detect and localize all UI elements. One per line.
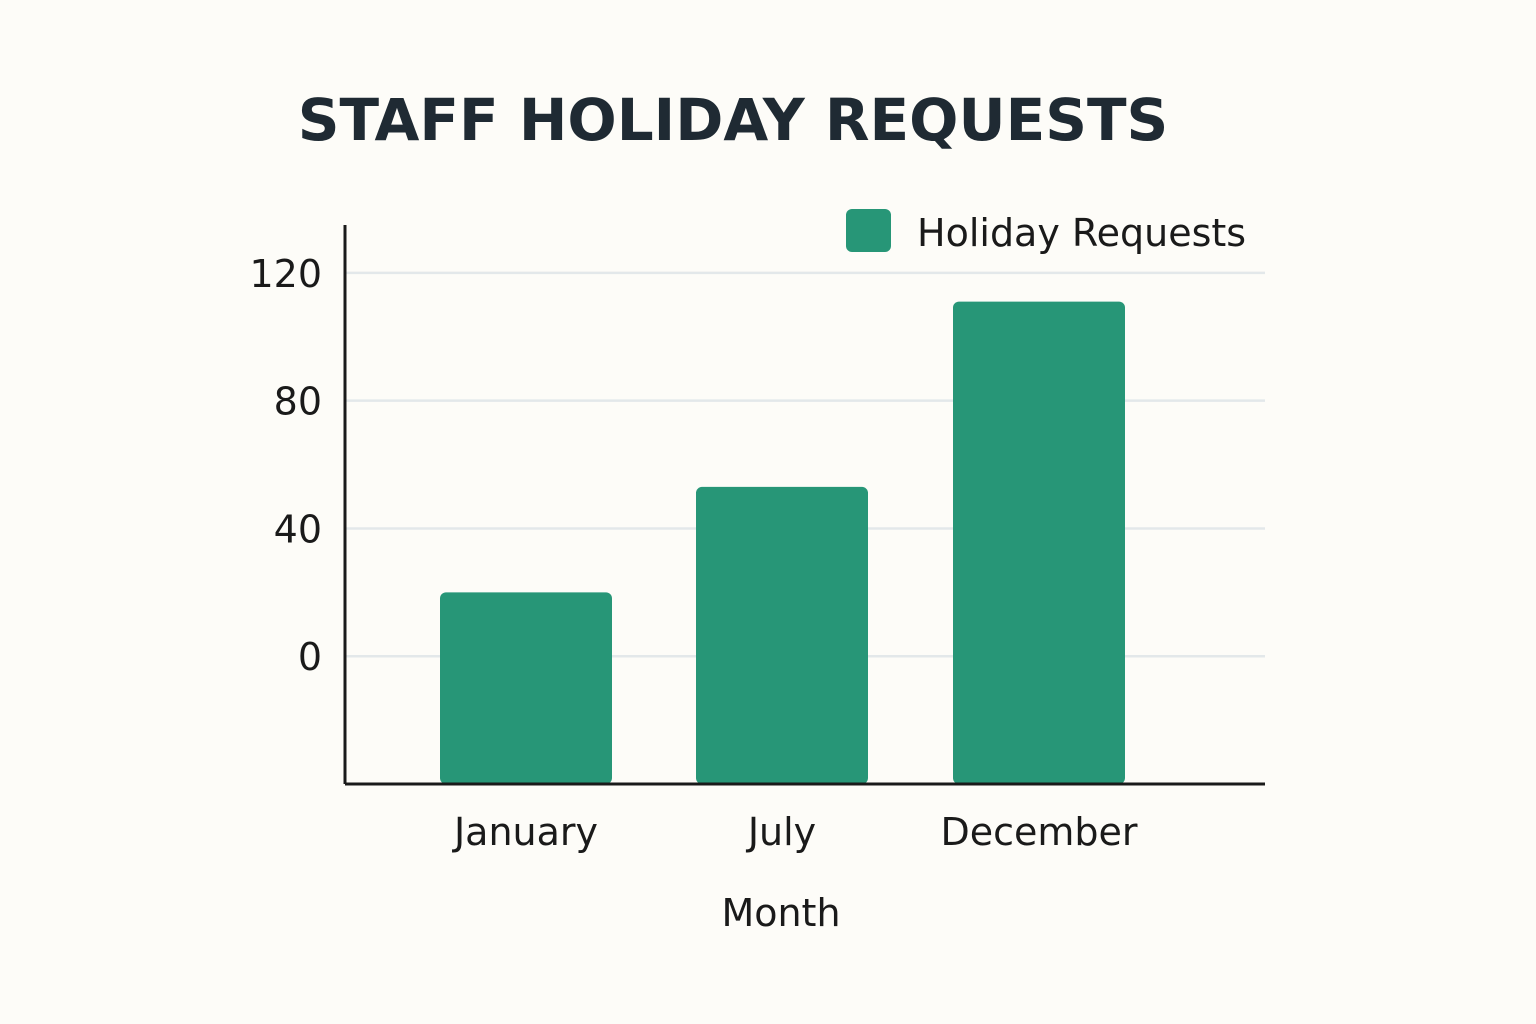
bar-december: [953, 301, 1125, 784]
chart-title: STAFF HOLIDAY REQUESTS: [298, 86, 1169, 154]
x-tick-labels: January July December: [452, 810, 1138, 854]
y-tick-label-3: 120: [249, 252, 322, 296]
x-tick-label-july: July: [746, 810, 816, 854]
legend-swatch: [846, 209, 891, 252]
bar-january: [440, 592, 612, 784]
x-tick-label-january: January: [452, 810, 598, 854]
y-tick-label-0: 0: [298, 635, 322, 679]
y-tick-labels: 0 40 80 120: [249, 252, 322, 679]
bar-july: [696, 486, 868, 784]
y-tick-label-1: 40: [274, 507, 322, 551]
x-axis-title: Month: [721, 891, 840, 935]
y-tick-label-2: 80: [274, 380, 322, 424]
legend-label: Holiday Requests: [917, 211, 1246, 255]
legend: Holiday Requests: [846, 209, 1246, 255]
bars: [440, 301, 1125, 784]
x-tick-label-december: December: [940, 810, 1137, 854]
